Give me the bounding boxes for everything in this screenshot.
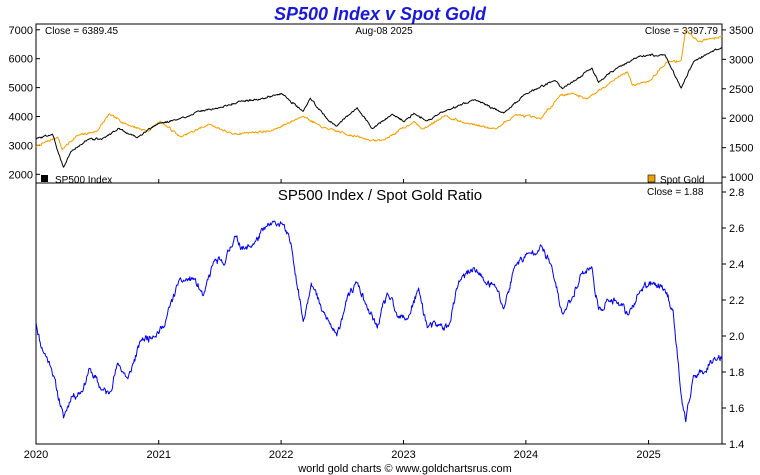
- ratio-y-axis-label-4: 2.2: [729, 295, 744, 307]
- top-left-axis-label-4: 6000: [9, 54, 33, 66]
- ratio-header-right: Close = 1.88: [647, 187, 704, 198]
- chart-title: SP500 Index v Spot Gold: [274, 4, 487, 24]
- top-right-axis-label-2: 2000: [729, 113, 753, 125]
- ratio-y-axis-label-0: 1.4: [729, 439, 744, 451]
- top-series-lines: [35, 29, 723, 168]
- top-header-right: Close = 3397.79: [645, 26, 719, 37]
- ratio-y-axis-label-3: 2.0: [729, 331, 744, 343]
- ratio-y-axis-label-2: 1.8: [729, 367, 744, 379]
- bottom-panel-frame: [35, 182, 723, 445]
- top-right-axis-label-5: 3500: [729, 25, 753, 37]
- legend-swatch-sp500: [41, 175, 48, 182]
- ratio-x-axis-label-4: 2024: [514, 449, 538, 461]
- legend-label-sp500: SP500 Index: [55, 175, 112, 186]
- ratio-y-axis: 1.4 1.6 1.8 2.0 2.2 2.4 2.6 2.8: [722, 187, 744, 451]
- spot-gold-line: [35, 29, 723, 150]
- top-left-axis-label-5: 7000: [9, 25, 33, 37]
- footer-credit: world gold charts © www.goldchartsrus.co…: [297, 463, 512, 475]
- top-right-axis-label-4: 3000: [729, 54, 753, 66]
- ratio-x-axis-label-0: 2020: [24, 449, 48, 461]
- ratio-x-axis-label-2: 2022: [269, 449, 293, 461]
- ratio-x-axis-label-1: 2021: [146, 449, 170, 461]
- sp500-line: [35, 46, 723, 168]
- ratio-title: SP500 Index / Spot Gold Ratio: [278, 187, 482, 204]
- top-header-left: Close = 6389.45: [45, 26, 119, 37]
- top-left-axis-label-0: 2000: [9, 169, 33, 181]
- ratio-y-axis-label-7: 2.8: [729, 187, 744, 199]
- ratio-line: [35, 220, 723, 423]
- top-left-axis-label-1: 3000: [9, 140, 33, 152]
- top-right-axis-label-1: 1500: [729, 143, 753, 155]
- legend-label-gold: Spot Gold: [660, 175, 704, 186]
- legend-swatch-gold: [647, 174, 656, 183]
- ratio-x-axis: 2020 2021 2022 2023 2024 2025: [24, 440, 661, 461]
- top-right-axis: 1000 1500 2000 2500 3000 3500: [722, 25, 753, 184]
- top-right-axis-label-3: 2500: [729, 84, 753, 96]
- top-header-center: Aug-08 2025: [355, 26, 413, 37]
- top-right-axis-label-0: 1000: [729, 172, 753, 184]
- ratio-x-axis-label-3: 2023: [391, 449, 415, 461]
- ratio-y-axis-label-6: 2.6: [729, 223, 744, 235]
- ratio-y-axis-label-5: 2.4: [729, 259, 744, 271]
- ratio-y-axis-label-1: 1.6: [729, 403, 744, 415]
- top-left-axis-label-3: 5000: [9, 83, 33, 95]
- top-left-axis: 2000 3000 4000 5000 6000 7000: [9, 25, 40, 181]
- ratio-series-line: [35, 220, 723, 423]
- top-left-axis-label-2: 4000: [9, 112, 33, 124]
- ratio-x-axis-label-5: 2025: [636, 449, 660, 461]
